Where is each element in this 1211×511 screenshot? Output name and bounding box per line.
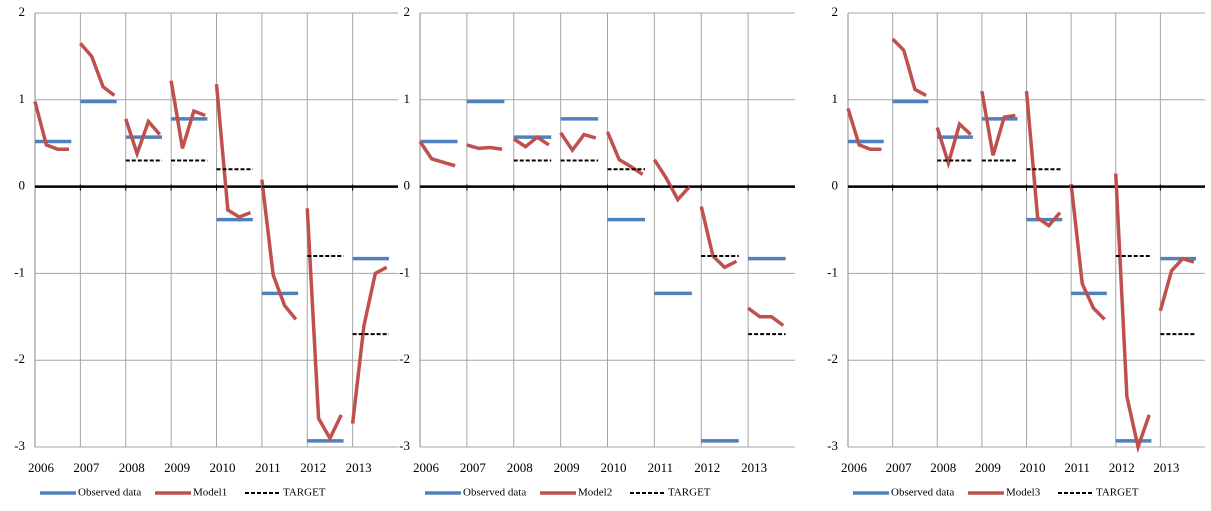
model-line xyxy=(891,37,927,97)
x-tick-label: 2013 xyxy=(346,460,372,475)
y-tick-label: -1 xyxy=(827,264,838,279)
model-line xyxy=(846,107,882,152)
model-line xyxy=(214,84,252,219)
y-tick-label: 2 xyxy=(19,4,26,19)
x-tick-label: 2009 xyxy=(975,460,1001,475)
legend-label: Model3 xyxy=(1006,487,1041,499)
y-tick-label: 1 xyxy=(832,91,839,106)
y-tick-label: 1 xyxy=(404,91,411,106)
model-line xyxy=(605,131,644,176)
x-tick-label: 2011 xyxy=(648,460,674,475)
model-line xyxy=(418,140,456,168)
model-line xyxy=(1069,183,1106,321)
model-line xyxy=(305,208,343,443)
y-tick-label: 0 xyxy=(19,178,26,193)
legend-label: TARGET xyxy=(283,487,326,499)
x-tick-label: 2006 xyxy=(28,460,55,475)
x-tick-label: 2008 xyxy=(507,460,533,475)
model-line xyxy=(466,143,503,152)
x-tick-label: 2012 xyxy=(300,460,326,475)
y-tick-label: -3 xyxy=(14,438,25,453)
model-line xyxy=(699,206,738,270)
x-tick-label: 2011 xyxy=(1064,460,1090,475)
model-line xyxy=(260,179,298,321)
y-tick-label: 0 xyxy=(404,178,411,193)
x-tick-label: 2013 xyxy=(741,460,767,475)
y-tick-label: -2 xyxy=(399,351,410,366)
x-tick-label: 2008 xyxy=(930,460,956,475)
x-tick-label: 2010 xyxy=(601,460,627,475)
model-line xyxy=(1024,90,1062,229)
legend-label: Model2 xyxy=(578,487,612,499)
x-tick-label: 2012 xyxy=(694,460,720,475)
y-tick-label: -3 xyxy=(399,438,410,453)
model-line xyxy=(1158,256,1195,312)
model-line xyxy=(559,131,597,154)
y-tick-label: 2 xyxy=(404,4,411,19)
model-line xyxy=(350,265,388,424)
legend-label: TARGET xyxy=(668,487,711,499)
model-line xyxy=(747,306,785,327)
x-tick-label: 2006 xyxy=(841,460,868,475)
x-tick-label: 2007 xyxy=(460,460,487,475)
model-line xyxy=(169,80,206,149)
model-line xyxy=(512,134,550,149)
x-tick-label: 2008 xyxy=(119,460,145,475)
legend-label: Observed data xyxy=(78,487,141,499)
y-tick-label: 2 xyxy=(832,4,839,19)
model-line xyxy=(980,90,1016,156)
x-tick-label: 2013 xyxy=(1153,460,1179,475)
y-tick-label: 0 xyxy=(832,178,839,193)
model-line xyxy=(124,118,162,160)
y-tick-label: -1 xyxy=(14,264,25,279)
x-tick-label: 2006 xyxy=(413,460,440,475)
legend-label: TARGET xyxy=(1096,487,1139,499)
legend-label: Model1 xyxy=(193,487,227,499)
y-tick-label: -2 xyxy=(14,351,25,366)
x-tick-label: 2009 xyxy=(554,460,580,475)
x-tick-label: 2011 xyxy=(255,460,281,475)
x-tick-label: 2007 xyxy=(73,460,100,475)
y-tick-label: 1 xyxy=(19,91,26,106)
model-line xyxy=(1114,173,1151,454)
y-tick-label: -3 xyxy=(827,438,838,453)
legend-label: Observed data xyxy=(891,487,954,499)
y-tick-label: -1 xyxy=(399,264,410,279)
x-tick-label: 2009 xyxy=(164,460,190,475)
legend-label: Observed data xyxy=(463,487,526,499)
model-line xyxy=(652,158,691,203)
x-tick-label: 2010 xyxy=(210,460,236,475)
x-tick-label: 2010 xyxy=(1020,460,1046,475)
model-line xyxy=(33,101,70,152)
y-tick-label: -2 xyxy=(827,351,838,366)
model-line xyxy=(79,42,116,97)
model-line xyxy=(935,120,972,170)
x-tick-label: 2012 xyxy=(1109,460,1135,475)
x-tick-label: 2007 xyxy=(886,460,913,475)
